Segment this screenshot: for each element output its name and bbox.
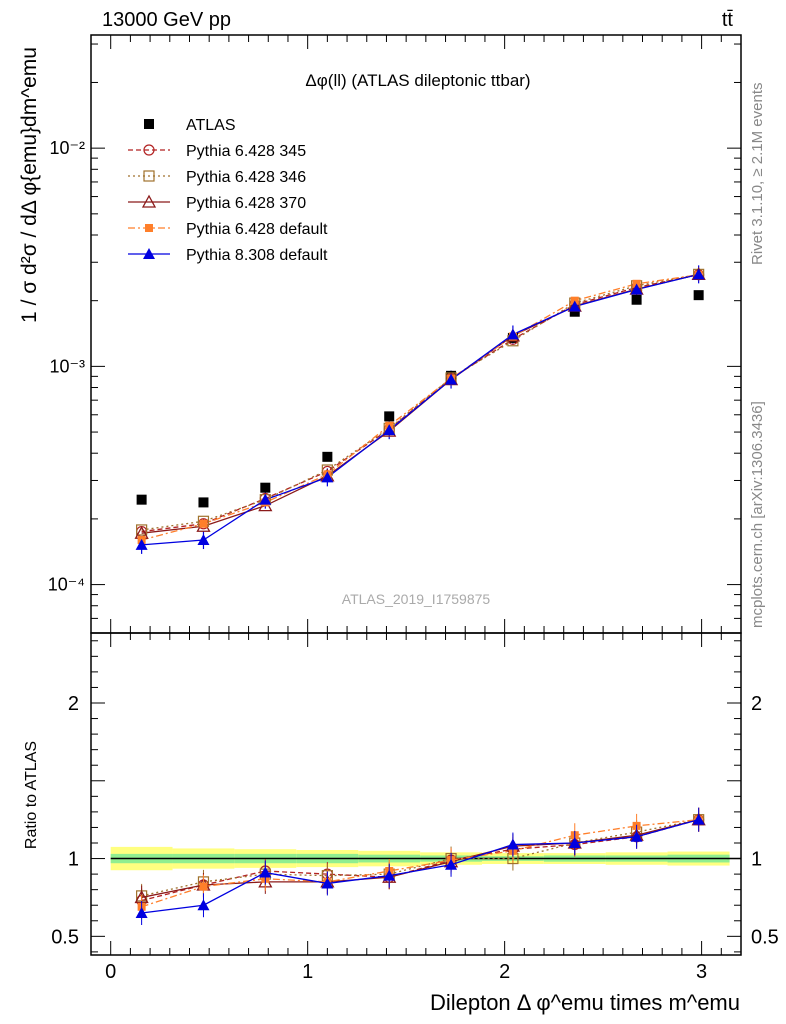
marker-atlas bbox=[144, 119, 154, 129]
y-tick-label: 10⁻⁴ bbox=[48, 575, 85, 595]
marker-pythia-8-308-default bbox=[506, 838, 519, 850]
series-line-pythia-8-308-default bbox=[141, 273, 699, 546]
marker-pythia-8-308-default bbox=[568, 837, 581, 848]
marker-pythia-6-428-346 bbox=[136, 524, 148, 536]
ratio-y-tick-label: 2 bbox=[68, 693, 79, 715]
ratio-y-tick-label-right: 2 bbox=[751, 693, 762, 715]
marker-pythia-6-428-370 bbox=[141, 194, 157, 208]
marker-atlas bbox=[384, 411, 395, 422]
main-panel: 10⁻⁴ 10⁻³ 10⁻² Δφ(ll) (ATLAS dileptonic ttb… bbox=[18, 34, 742, 634]
marker-pythia-8-308-default bbox=[259, 493, 272, 505]
chart-title: Δφ(ll) (ATLAS dileptonic ttbar) bbox=[305, 71, 530, 90]
marker-atlas bbox=[198, 497, 209, 508]
marker-pythia-6-428-default bbox=[199, 519, 208, 528]
marker-atlas bbox=[693, 290, 704, 301]
header-process-label: 13000 GeV pp bbox=[102, 9, 231, 31]
legend-label-pythia-8-308-default: Pythia 8.308 default bbox=[186, 247, 328, 264]
header-final-state-label: tt̄ bbox=[722, 9, 734, 31]
marker-pythia-8-308-default bbox=[445, 858, 458, 870]
x-axis-label: Dilepton Δ φ^emu times m^emu bbox=[430, 990, 740, 1015]
ratio-line-pythia-6-428-346 bbox=[141, 819, 699, 897]
marker-pythia-8-308-default bbox=[197, 534, 210, 546]
marker-pythia-8-308-default bbox=[383, 869, 396, 881]
ratio-line-pythia-6-428-345 bbox=[141, 819, 699, 902]
marker-atlas bbox=[136, 494, 147, 505]
marker-atlas bbox=[631, 294, 642, 305]
ratio-frame bbox=[90, 632, 742, 956]
x-tick-label: 3 bbox=[696, 961, 707, 983]
marker-pythia-8-308-default bbox=[143, 248, 155, 259]
marker-pythia-8-308-default bbox=[321, 471, 334, 483]
marker-pythia-8-308-default bbox=[445, 373, 458, 385]
marker-pythia-8-308-default bbox=[197, 899, 210, 911]
marker-pythia-6-428-default bbox=[145, 224, 153, 232]
marker-pythia-6-428-default bbox=[199, 882, 208, 891]
y-tick-label: 10⁻³ bbox=[49, 356, 85, 376]
marker-pythia-8-308-default bbox=[135, 538, 148, 550]
marker-pythia-8-308-default bbox=[135, 907, 148, 918]
ratio-y-axis-label: Ratio to ATLAS bbox=[23, 741, 40, 849]
legend-label-pythia-6-428-345: Pythia 6.428 345 bbox=[186, 143, 306, 160]
marker-pythia-6-428-345 bbox=[143, 144, 155, 156]
marker-pythia-8-308-default bbox=[259, 866, 272, 878]
ratio-panel: 0.5 0.5 1 1 2 2 0 1 2 3 Ratio to ATLAS Dilepton Δ φ… bbox=[23, 632, 779, 1015]
marker-pythia-8-308-default bbox=[630, 830, 643, 842]
legend-label-pythia-6-428-370: Pythia 6.428 370 bbox=[186, 195, 306, 212]
rivet-label: Rivet 3.1.10, ≥ 2.1M events bbox=[749, 83, 766, 266]
legend-label-atlas: ATLAS bbox=[186, 117, 236, 134]
marker-pythia-8-308-default bbox=[692, 268, 705, 280]
watermark: ATLAS_2019_I1759875 bbox=[342, 591, 491, 607]
marker-pythia-8-308-default bbox=[692, 813, 705, 825]
legend-label-pythia-6-428-346: Pythia 6.428 346 bbox=[186, 169, 306, 186]
marker-pythia-6-428-346 bbox=[143, 170, 155, 182]
x-tick-label: 2 bbox=[499, 961, 510, 983]
ratio-y-tick-label-right: 1 bbox=[751, 849, 762, 871]
ratio-line-pythia-6-428-370 bbox=[141, 819, 699, 899]
marker-atlas bbox=[569, 306, 580, 317]
y-tick-label: 10⁻² bbox=[49, 138, 85, 158]
series-line-pythia-6-428-346 bbox=[141, 273, 699, 531]
ratio-line-pythia-8-308-default bbox=[141, 819, 699, 914]
x-tick-label: 0 bbox=[105, 961, 116, 983]
marker-pythia-8-308-default bbox=[506, 328, 519, 340]
mcplots-label: mcplots.cern.ch [arXiv:1306.3436] bbox=[749, 401, 766, 628]
marker-pythia-8-308-default bbox=[568, 300, 581, 312]
marker-atlas bbox=[260, 482, 271, 493]
ratio-line-pythia-6-428-default bbox=[141, 819, 699, 908]
legend-label-pythia-6-428-default: Pythia 6.428 default bbox=[186, 221, 328, 238]
ratio-y-tick-label-right: 0.5 bbox=[751, 926, 779, 948]
ratio-y-tick-label: 1 bbox=[68, 849, 79, 871]
x-tick-label: 1 bbox=[302, 961, 313, 983]
marker-pythia-8-308-default bbox=[321, 877, 334, 889]
y-axis-label: 1 / σ d²σ / dΔ φ{emu}dm^emu bbox=[18, 47, 41, 323]
legend: ATLAS Pythia 6.428 345 Pythia 6.428 346 Pyt… bbox=[128, 117, 328, 264]
marker-atlas bbox=[322, 451, 333, 462]
ratio-y-tick-label: 0.5 bbox=[51, 926, 79, 948]
marker-pythia-8-308-default bbox=[630, 283, 643, 295]
series-line-pythia-6-428-default bbox=[141, 274, 699, 541]
marker-pythia-8-308-default bbox=[383, 424, 396, 436]
